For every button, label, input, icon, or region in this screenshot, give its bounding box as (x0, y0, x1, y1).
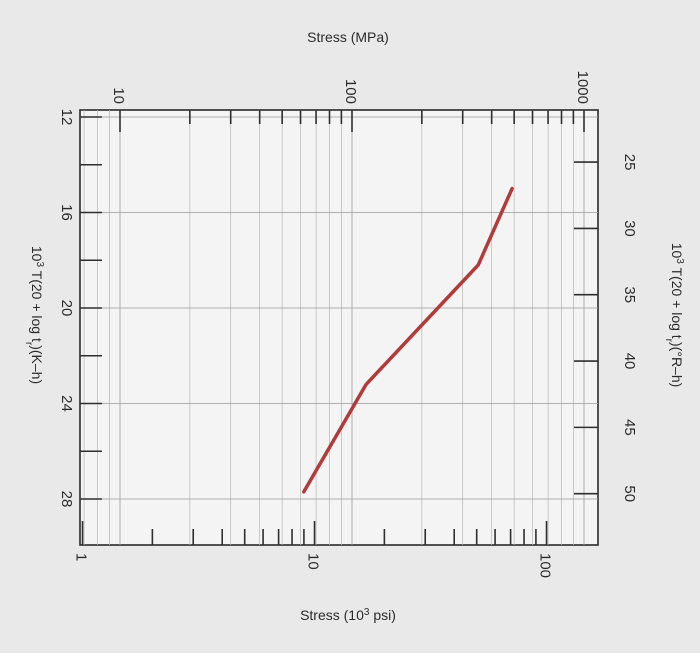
tick-label-mpa-10: 10 (110, 87, 127, 104)
tick-label-ksi-100: 100 (537, 553, 554, 578)
tick-label-param-r-25: 25 (621, 154, 638, 171)
tick-label-param-k-24: 24 (58, 395, 75, 412)
tick-label-mpa-1000: 1000 (574, 71, 591, 104)
tick-label-param-r-35: 35 (621, 286, 638, 303)
tick-label-param-r-30: 30 (621, 220, 638, 237)
tick-label-param-k-28: 28 (58, 491, 75, 508)
tick-label-param-k-16: 16 (58, 204, 75, 221)
tick-label-param-r-45: 45 (621, 419, 638, 436)
axis-title-param-k: 103 T(20 + log tr)(K–h) (24, 246, 46, 384)
tick-label-ksi-10: 10 (305, 553, 322, 570)
axis-title-mpa: Stress (MPa) (307, 29, 389, 45)
series-line-0 (302, 186, 514, 494)
tick-label-ksi-1: 1 (73, 553, 90, 561)
tick-label-param-r-40: 40 (621, 353, 638, 370)
axis-title-param-r: 103 T(20 + log tr)(°R–h) (664, 243, 686, 388)
tick-label-param-r-50: 50 (621, 485, 638, 502)
tick-label-param-k-20: 20 (58, 300, 75, 317)
plot-frame (79, 109, 599, 546)
tick-label-param-k-12: 12 (58, 109, 75, 126)
axis-title-ksi: Stress (103 psi) (300, 607, 396, 624)
tick-label-mpa-100: 100 (342, 79, 359, 104)
